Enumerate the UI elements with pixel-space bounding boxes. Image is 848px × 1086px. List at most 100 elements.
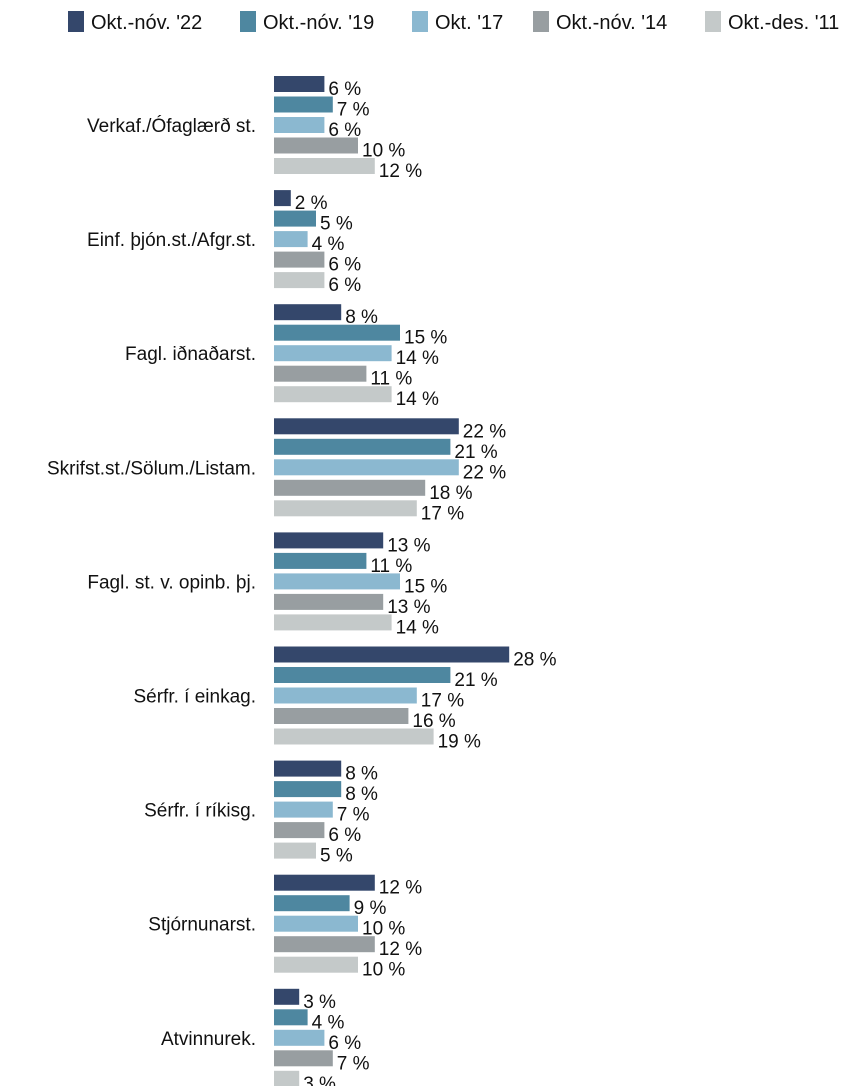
bar: [274, 1029, 325, 1046]
data-label: 6 %: [328, 275, 361, 296]
data-label: 6 %: [328, 79, 361, 100]
plot-area: Verkaf./Ófaglærð st.6 %7 %6 %10 %12 %Ein…: [47, 76, 557, 1086]
data-label: 5 %: [320, 214, 353, 235]
legend-item: Okt.-nóv. '19: [240, 11, 374, 34]
data-label: 28 %: [513, 650, 556, 671]
category-group: Verkaf./Ófaglærð st.6 %7 %6 %10 %12 %: [87, 76, 422, 182]
bar: [274, 760, 342, 777]
category-label: Sérfr. í ríkisg.: [144, 801, 256, 822]
bar: [274, 190, 291, 207]
data-label: 6 %: [328, 255, 361, 276]
bar: [274, 895, 350, 912]
bar: [274, 667, 451, 683]
legend: Okt.-nóv. '22 Okt.-nóv. '19 Okt. '17 Okt.-n…: [68, 11, 839, 34]
data-label: 3 %: [303, 992, 336, 1013]
bar: [274, 324, 400, 341]
data-label: 10 %: [362, 960, 405, 981]
legend-swatch: [705, 11, 721, 32]
data-label: 9 %: [354, 898, 387, 919]
bar: [274, 687, 417, 704]
data-label: 13 %: [387, 535, 430, 556]
legend-label: Okt.-nóv. '19: [263, 12, 374, 34]
bar: [274, 231, 308, 248]
bar: [274, 552, 367, 569]
bar: [274, 251, 325, 268]
data-label: 18 %: [429, 483, 472, 504]
data-label: 15 %: [404, 576, 447, 597]
category-label: Fagl. st. v. opinb. þj.: [87, 572, 256, 593]
data-label: 8 %: [345, 764, 378, 785]
bar: [274, 345, 392, 362]
data-label: 14 %: [396, 617, 439, 638]
bar: [274, 936, 375, 953]
bar: [274, 915, 358, 932]
data-label: 7 %: [337, 1053, 370, 1074]
category-label: Einf. þjón.st./Afgr.st.: [87, 230, 256, 251]
legend-swatch: [68, 11, 84, 32]
bar: [274, 459, 459, 476]
data-label: 12 %: [379, 878, 422, 899]
data-label: 14 %: [396, 389, 439, 410]
data-label: 7 %: [337, 100, 370, 121]
data-label: 11 %: [370, 556, 412, 577]
bar: [274, 500, 417, 517]
data-label: 8 %: [345, 784, 378, 805]
data-label: 4 %: [312, 234, 345, 255]
legend-item: Okt.-des. '11: [705, 11, 839, 34]
data-label: 6 %: [328, 825, 361, 846]
bar: [274, 573, 400, 590]
bar: [274, 842, 316, 859]
bar: [274, 1050, 333, 1067]
data-label: 4 %: [312, 1012, 345, 1033]
bar: [274, 365, 367, 382]
legend-swatch: [533, 11, 549, 32]
category-label: Atvinnurek.: [161, 1029, 256, 1050]
legend-item: Okt.-nóv. '14: [533, 11, 667, 34]
data-label: 13 %: [387, 597, 430, 618]
bar: [274, 76, 325, 92]
category-label: Skrifst.st./Sölum./Listam.: [47, 458, 256, 479]
data-label: 3 %: [303, 1074, 336, 1086]
category-label: Verkaf./Ófaglærð st.: [87, 115, 256, 137]
bar: [274, 438, 451, 455]
data-label: 12 %: [379, 939, 422, 960]
category-group: Sérfr. í ríkisg.8 %8 %7 %6 %5 %: [144, 760, 378, 867]
bar: [274, 386, 392, 403]
bar: [274, 956, 358, 973]
data-label: 21 %: [454, 670, 497, 691]
legend-swatch: [412, 11, 428, 32]
bar: [274, 708, 409, 724]
category-group: Stjórnunarst.12 %9 %10 %12 %10 %: [148, 874, 422, 981]
data-label: 21 %: [454, 442, 497, 463]
data-label: 15 %: [404, 328, 447, 349]
data-label: 14 %: [396, 348, 439, 369]
bar: [274, 304, 342, 321]
bar: [274, 781, 342, 798]
data-label: 17 %: [421, 691, 464, 712]
data-label: 2 %: [295, 193, 328, 214]
category-label: Stjórnunarst.: [148, 915, 256, 936]
category-group: Skrifst.st./Sölum./Listam.22 %21 %22 %18…: [47, 418, 506, 524]
category-label: Fagl. iðnaðarst.: [125, 344, 256, 365]
bar: [274, 117, 325, 133]
bar: [274, 210, 316, 227]
legend-swatch: [240, 11, 256, 32]
data-label: 19 %: [438, 732, 481, 753]
data-label: 5 %: [320, 846, 353, 867]
category-group: Einf. þjón.st./Afgr.st.2 %5 %4 %6 %6 %: [87, 190, 361, 296]
bar: [274, 1009, 308, 1026]
bar: [274, 822, 325, 839]
bar: [274, 874, 375, 891]
bar: [274, 614, 392, 631]
category-group: Fagl. iðnaðarst.8 %15 %14 %11 %14 %: [125, 304, 447, 410]
category-group: Atvinnurek.3 %4 %6 %7 %3 %: [161, 988, 370, 1086]
data-label: 6 %: [328, 120, 361, 141]
data-label: 22 %: [463, 421, 506, 442]
data-label: 17 %: [421, 503, 464, 524]
data-label: 10 %: [362, 919, 405, 940]
legend-item: Okt.-nóv. '22: [68, 11, 202, 34]
data-label: 10 %: [362, 141, 405, 162]
legend-label: Okt. '17: [435, 12, 503, 34]
data-label: 7 %: [337, 805, 370, 826]
